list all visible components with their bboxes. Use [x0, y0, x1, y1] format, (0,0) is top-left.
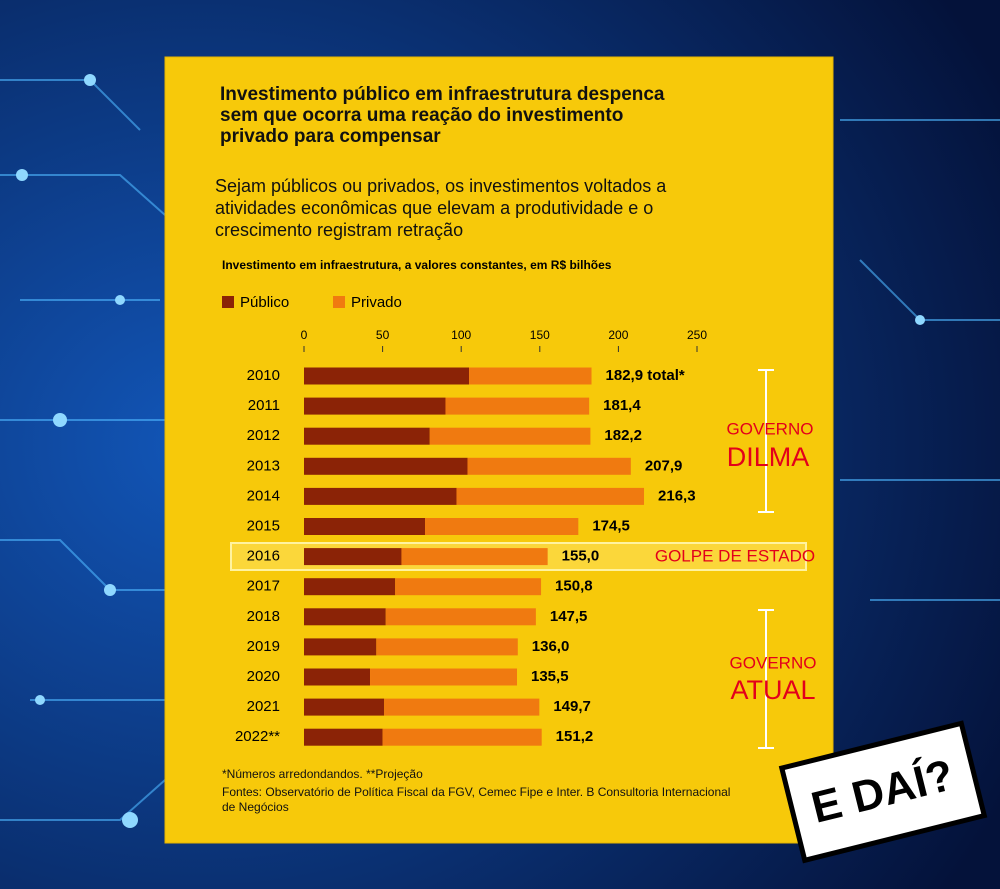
title: Investimento público em infraestrutura d…: [220, 84, 665, 147]
annotation: GOVERNO: [730, 653, 817, 672]
bar-segment: [304, 578, 396, 596]
value-label: 174,5: [592, 517, 630, 534]
bar-segment: [469, 367, 592, 385]
bar-segment: [304, 548, 402, 566]
legend-swatch: [333, 296, 345, 308]
bar-segment: [304, 367, 470, 385]
bar-segment: [445, 397, 590, 415]
sticker: E DAÍ?: [778, 720, 988, 864]
x-tick-label: 250: [687, 328, 707, 342]
value-label: 150,8: [555, 578, 593, 595]
value-label: 149,7: [553, 698, 591, 715]
y-tick-label: 2018: [247, 608, 280, 625]
x-tick-label: 0: [301, 328, 308, 342]
bar-segment: [425, 518, 579, 535]
circuit-dots: [16, 74, 925, 828]
y-tick-label: 2017: [247, 578, 280, 595]
x-tick-label: 50: [376, 328, 390, 342]
bar-segment: [304, 668, 371, 686]
y-tick-label: 2022**: [235, 728, 280, 745]
annotation: ATUAL: [730, 675, 815, 705]
bar-segment: [304, 518, 426, 535]
y-tick-label: 2013: [247, 457, 280, 474]
bar-segment: [456, 487, 645, 505]
y-tick-label: 2014: [247, 487, 280, 504]
y-tick-label: 2015: [247, 517, 280, 534]
annotation: GOVERNO: [727, 419, 814, 438]
subtitle: Sejam públicos ou privados, os investime…: [215, 176, 667, 240]
bar-segment: [304, 427, 430, 445]
value-label: 182,2: [604, 427, 642, 444]
bar-segment: [304, 728, 383, 746]
note: Fontes: Observatório de Política Fiscal …: [222, 785, 731, 814]
bar-segment: [304, 698, 385, 716]
value-label: 207,9: [645, 457, 683, 474]
bar-segment: [304, 608, 386, 626]
bar-segment: [370, 668, 518, 686]
y-tick-label: 2020: [247, 668, 280, 685]
legend-label: Público: [240, 294, 289, 311]
value-label: 216,3: [658, 487, 696, 504]
bar-segment: [382, 728, 542, 746]
value-label: 151,2: [556, 728, 594, 745]
x-tick-label: 200: [608, 328, 628, 342]
bar-segment: [304, 457, 468, 475]
x-tick-label: 100: [451, 328, 471, 342]
axis-label: Investimento em infraestrutura, a valore…: [222, 258, 612, 272]
note: *Números arredondandos. **Projeção: [222, 767, 423, 781]
bar-segment: [395, 578, 542, 596]
y-tick-label: 2011: [248, 397, 280, 414]
value-label: 136,0: [532, 638, 570, 655]
annotation: DILMA: [727, 442, 810, 472]
value-label: 135,5: [531, 668, 569, 685]
y-tick-label: 2016: [247, 548, 280, 565]
bar-segment: [384, 698, 540, 716]
bar-segment: [385, 608, 536, 626]
bar-segment: [304, 487, 457, 505]
bar-segment: [401, 548, 548, 566]
value-label: 181,4: [603, 397, 641, 414]
circuit-lines: [0, 79, 1000, 821]
bar-segment: [304, 638, 377, 656]
bar-segment: [467, 457, 631, 475]
legend-swatch: [222, 296, 234, 308]
y-tick-label: 2010: [247, 367, 280, 384]
bar-segment: [429, 427, 591, 445]
y-tick-label: 2021: [247, 698, 280, 715]
bar-segment: [304, 397, 446, 415]
value-label: 155,0: [562, 548, 600, 565]
y-tick-label: 2019: [247, 638, 280, 655]
annotation: GOLPE DE ESTADO: [655, 546, 815, 565]
value-label: 182,9 total*: [606, 367, 685, 384]
x-tick-label: 150: [530, 328, 550, 342]
value-label: 147,5: [550, 608, 588, 625]
bar-segment: [376, 638, 518, 656]
brackets: [758, 369, 774, 749]
legend-label: Privado: [351, 294, 402, 311]
y-tick-label: 2012: [247, 427, 280, 444]
